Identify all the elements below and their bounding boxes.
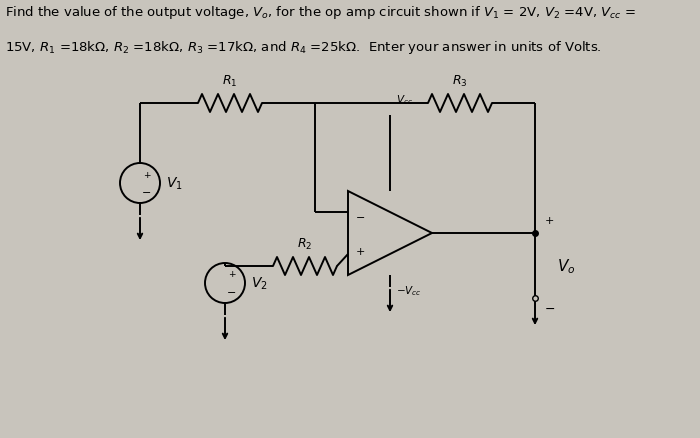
Text: $+$: $+$ (355, 246, 365, 257)
Text: +: + (228, 270, 236, 279)
Text: +: + (144, 170, 150, 179)
Text: +: + (545, 215, 554, 226)
Text: −: − (545, 302, 556, 315)
Text: $V_2$: $V_2$ (251, 275, 267, 292)
Text: $V_1$: $V_1$ (166, 175, 183, 192)
Text: $-$: $-$ (355, 211, 365, 220)
Text: $-V_{cc}$: $-V_{cc}$ (396, 283, 421, 297)
Text: −: − (228, 287, 237, 297)
Text: $R_3$: $R_3$ (452, 74, 468, 89)
Text: $V_o$: $V_o$ (557, 257, 575, 275)
Text: 15V, $R_1$ =18k$\Omega$, $R_2$ =18k$\Omega$, $R_3$ =17k$\Omega$, and $R_4$ =25k$: 15V, $R_1$ =18k$\Omega$, $R_2$ =18k$\Ome… (5, 39, 602, 56)
Text: $R_2$: $R_2$ (298, 237, 313, 251)
Text: Find the value of the output voltage, $V_o$, for the op amp circuit shown if $V_: Find the value of the output voltage, $V… (5, 4, 636, 21)
Text: $R_1$: $R_1$ (223, 74, 238, 89)
Text: −: − (142, 187, 152, 198)
Text: $V_{cc}$: $V_{cc}$ (396, 93, 413, 107)
